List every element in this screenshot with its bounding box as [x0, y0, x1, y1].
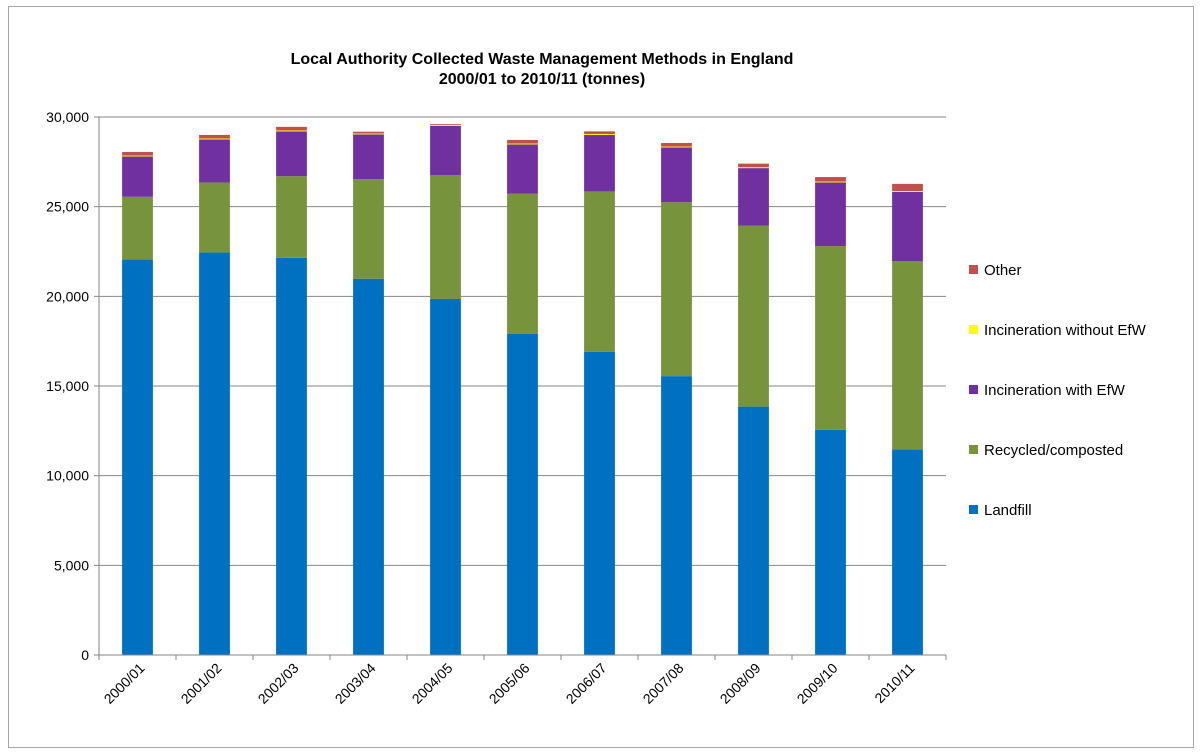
bar-segment-other [661, 143, 692, 147]
legend-label-incineration-with-efw: Incineration with EfW [984, 382, 1126, 399]
bar-segment-incineration-without-efw [430, 125, 461, 126]
x-tick-label: 2008/09 [717, 660, 764, 707]
bar-segment-incineration-with-efw [661, 147, 692, 203]
legend-swatch-landfill [969, 505, 978, 514]
bar-segment-incineration-with-efw [122, 156, 153, 197]
bar-segment-other [122, 151, 153, 156]
bar-segment-recycled-composted [430, 175, 461, 300]
bar-segment-incineration-without-efw [738, 167, 769, 169]
bar-segment-landfill [507, 333, 538, 655]
bar-segment-recycled-composted [353, 179, 384, 279]
y-tick-label: 15,000 [46, 378, 89, 394]
bar-segment-recycled-composted [738, 225, 769, 407]
bar-segment-recycled-composted [276, 176, 307, 258]
bar-segment-incineration-without-efw [507, 143, 538, 145]
legend-label-other: Other [984, 262, 1022, 279]
bar-segment-recycled-composted [815, 246, 846, 430]
bar-segment-incineration-with-efw [353, 134, 384, 180]
y-tick-label: 0 [81, 647, 89, 663]
chart-title: Local Authority Collected Waste Manageme… [291, 51, 794, 68]
bar-segment-incineration-without-efw [276, 130, 307, 132]
bar-segment-incineration-without-efw [122, 155, 153, 157]
y-tick-label: 10,000 [46, 468, 89, 484]
bar-segment-incineration-with-efw [276, 131, 307, 177]
bar-segment-incineration-without-efw [892, 191, 923, 192]
bar-segment-landfill [738, 406, 769, 655]
bar-segment-incineration-without-efw [353, 133, 384, 135]
bar-segment-landfill [892, 449, 923, 655]
axes: 0 5,000 10,000 15,000 20,000 25,000 30,000 2000… [46, 109, 947, 707]
bar-segment-other [584, 131, 615, 135]
chart-frame: Local Authority Collected Waste Manageme… [8, 6, 1194, 748]
bar-segment-other [430, 124, 461, 126]
bar-segment-other [353, 131, 384, 134]
bar-segment-incineration-without-efw [661, 146, 692, 148]
y-tick-label: 5,000 [54, 557, 89, 573]
bar-segment-recycled-composted [122, 196, 153, 260]
x-tick-label: 2002/03 [255, 660, 302, 707]
bar-segment-other [276, 126, 307, 131]
bar-segment-recycled-composted [507, 193, 538, 334]
x-tick-label: 2006/07 [563, 660, 610, 707]
x-tick-label: 2007/08 [640, 660, 687, 707]
bar-segment-landfill [661, 376, 692, 655]
bar-segment-other [738, 163, 769, 168]
legend-label-incineration-without-efw: Incineration without EfW [984, 322, 1147, 339]
x-tick-label: 2005/06 [486, 660, 533, 707]
x-tick-label: 2010/11 [871, 660, 918, 707]
x-tick-label: 2004/05 [409, 660, 456, 707]
bar-segment-incineration-with-efw [892, 191, 923, 262]
bar-segment-incineration-with-efw [584, 134, 615, 192]
chart-subtitle: 2000/01 to 2010/11 (tonnes) [439, 71, 645, 88]
stacked-bar-chart: Local Authority Collected Waste Manageme… [46, 51, 1147, 707]
bar-segment-incineration-with-efw [430, 125, 461, 176]
bar-segment-incineration-without-efw [584, 134, 615, 135]
legend: Other Incineration without EfW Incineratio… [969, 262, 1147, 519]
bar-segment-landfill [276, 257, 307, 655]
bar-segment-landfill [815, 429, 846, 655]
bars [122, 124, 923, 655]
bar-segment-landfill [430, 299, 461, 655]
bar-segment-recycled-composted [892, 261, 923, 450]
bar-segment-other [507, 139, 538, 144]
bar-segment-other [815, 177, 846, 182]
legend-swatch-incineration-without-efw [969, 325, 978, 334]
x-tick-label: 2003/04 [332, 660, 379, 707]
legend-label-landfill: Landfill [984, 502, 1032, 519]
y-tick-label: 20,000 [46, 288, 89, 304]
x-tick-label: 2009/10 [794, 660, 841, 707]
x-tick-label: 2000/01 [101, 660, 148, 707]
bar-segment-other [199, 134, 230, 139]
bar-segment-other [892, 183, 923, 192]
bar-segment-landfill [584, 351, 615, 655]
bar-segment-recycled-composted [584, 191, 615, 352]
y-tick-label: 30,000 [46, 109, 89, 125]
legend-label-recycled-composted: Recycled/composted [984, 442, 1123, 459]
bar-segment-incineration-with-efw [199, 139, 230, 183]
bar-segment-landfill [122, 259, 153, 655]
legend-swatch-other [969, 265, 978, 274]
bar-segment-recycled-composted [199, 182, 230, 253]
x-tick-label: 2001/02 [178, 660, 225, 707]
legend-swatch-recycled-composted [969, 445, 978, 454]
bar-segment-incineration-without-efw [815, 181, 846, 183]
legend-swatch-incineration-with-efw [969, 385, 978, 394]
bar-segment-recycled-composted [661, 202, 692, 377]
bar-segment-incineration-with-efw [507, 144, 538, 194]
bar-segment-incineration-with-efw [738, 168, 769, 226]
y-tick-label: 25,000 [46, 199, 89, 215]
bar-segment-incineration-without-efw [199, 138, 230, 140]
bar-segment-landfill [199, 252, 230, 655]
bar-segment-landfill [353, 278, 384, 655]
bar-segment-incineration-with-efw [815, 182, 846, 247]
